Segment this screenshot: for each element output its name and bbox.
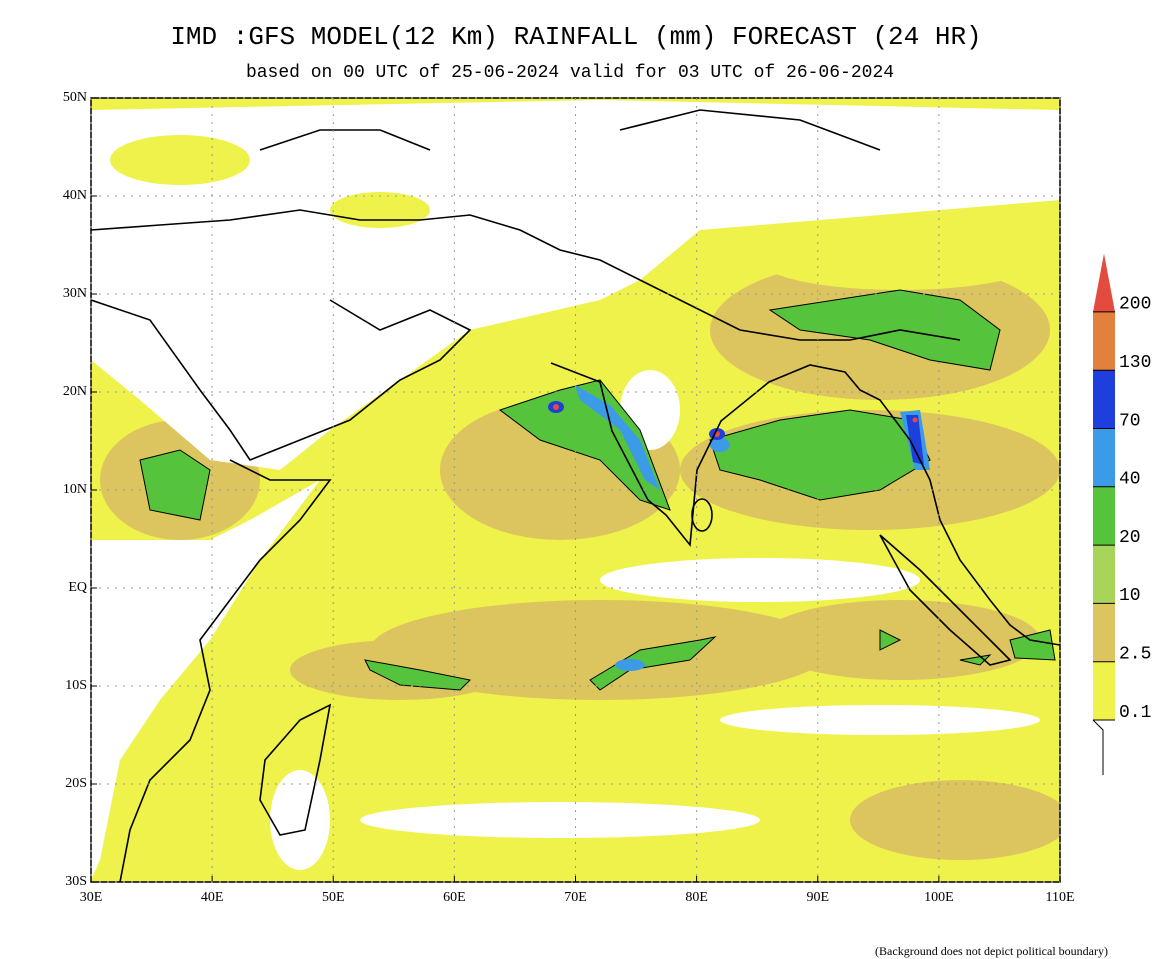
lon-tick-label: 40E bbox=[201, 890, 224, 905]
legend-label: 200 bbox=[1119, 295, 1151, 315]
lat-tick-label: 30N bbox=[63, 286, 87, 301]
lon-tick-label: 60E bbox=[443, 890, 466, 905]
legend-label: 40 bbox=[1119, 470, 1141, 490]
lon-tick-label: 70E bbox=[564, 890, 587, 905]
legend-label: 70 bbox=[1119, 411, 1141, 431]
legend-label: 0.1 bbox=[1119, 703, 1151, 723]
legend-swatch bbox=[1093, 545, 1115, 604]
light-rain bbox=[110, 135, 1040, 290]
map-area bbox=[91, 98, 1060, 882]
lat-tick-label: EQ bbox=[68, 580, 87, 595]
rain-20 bbox=[139, 289, 1056, 691]
lat-tick-label: 40N bbox=[63, 188, 87, 203]
lon-tick-label: 90E bbox=[806, 890, 829, 905]
lon-tick-label: 50E bbox=[322, 890, 345, 905]
lon-tick-label: 100E bbox=[924, 890, 954, 905]
lon-tick-label: 30E bbox=[80, 890, 103, 905]
subtitle: based on 00 UTC of 25-06-2024 valid for … bbox=[246, 63, 894, 83]
lat-tick-label: 30S bbox=[65, 874, 87, 889]
lon-tick-label: 80E bbox=[685, 890, 708, 905]
legend-label: 10 bbox=[1119, 586, 1141, 606]
lat-tick-label: 10S bbox=[65, 678, 87, 693]
legend-label: 2.5 bbox=[1119, 644, 1151, 664]
lon-tick-label: 110E bbox=[1045, 890, 1074, 905]
coastline bbox=[91, 109, 1060, 882]
legend-swatch bbox=[1093, 253, 1115, 312]
footnote: (Background does not depict political bo… bbox=[875, 944, 1108, 958]
lat-tick-label: 50N bbox=[63, 90, 87, 105]
title: IMD :GFS MODEL(12 Km) RAINFALL (mm) FORE… bbox=[170, 22, 981, 52]
legend-swatch bbox=[1093, 311, 1115, 371]
lat-tick-label: 20S bbox=[65, 776, 87, 791]
legend-label: 130 bbox=[1119, 353, 1151, 373]
lat-tick-label: 10N bbox=[63, 482, 87, 497]
legend-swatch bbox=[1093, 661, 1115, 720]
lat-tick-label: 20N bbox=[63, 384, 87, 399]
dry-area bbox=[91, 100, 1060, 880]
legend-label: 20 bbox=[1119, 528, 1141, 548]
legend-tail bbox=[1092, 719, 1104, 775]
legend-swatch bbox=[1093, 428, 1115, 487]
legend-swatch bbox=[1093, 486, 1115, 546]
legend-swatch bbox=[1093, 370, 1115, 429]
legend-swatch bbox=[1093, 603, 1115, 662]
